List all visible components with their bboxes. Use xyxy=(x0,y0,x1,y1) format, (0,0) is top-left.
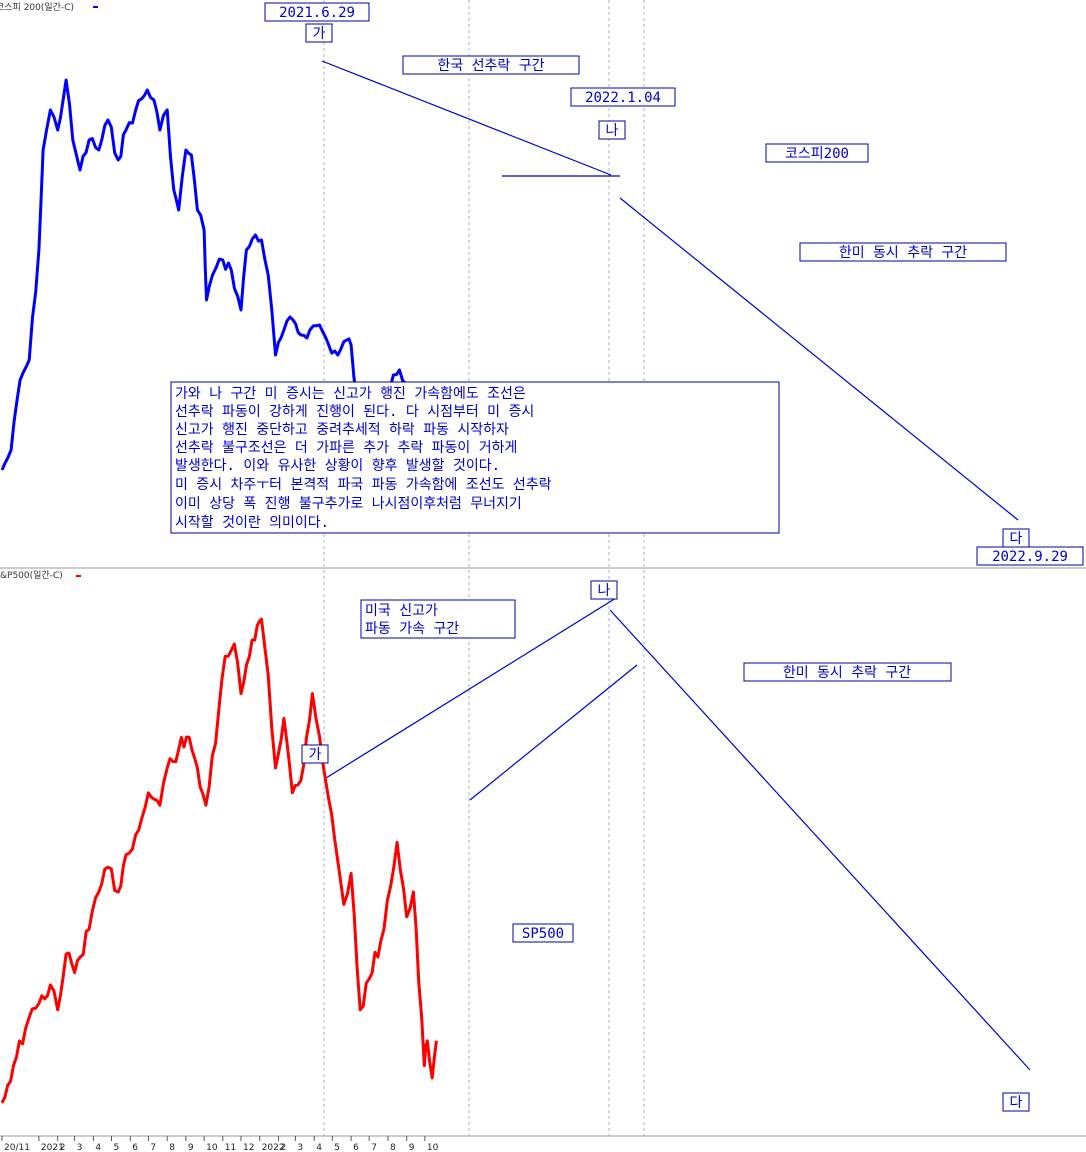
note-line-8: 시작할 것이란 의미이다. xyxy=(175,515,329,531)
x-tick-label: 2 xyxy=(281,1143,287,1152)
sp500-name-box xyxy=(512,923,574,943)
korea-lead-label: 한국 선추락 구간 xyxy=(437,58,544,74)
trendlines xyxy=(321,60,1031,1071)
na-bottom-box xyxy=(590,580,618,600)
us-high-line-1: 미국 신고가 xyxy=(365,603,438,619)
x-tick-label: 8 xyxy=(390,1143,396,1152)
ga-top: 가 xyxy=(313,26,326,42)
da-bottom: 다 xyxy=(1010,1095,1023,1111)
x-tick-label: 7 xyxy=(371,1143,377,1152)
kospi-trend-na-da xyxy=(619,197,1019,521)
kospi-name-box xyxy=(765,143,869,163)
x-tick-label: 8 xyxy=(169,1143,175,1152)
joint-top-label: 한미 동시 추락 구간 xyxy=(839,245,967,261)
annotations-top: 2021.6.29 가 한국 선추락 구간 2022.1.04 나 코스피200… xyxy=(264,2,1084,566)
da-bottom-box xyxy=(1002,1092,1030,1112)
x-tick-label: 4 xyxy=(316,1143,322,1152)
note-line-6: 미 증시 차주ㅜ터 본격적 파국 파동 가속함에 조선도 선추락 xyxy=(175,477,552,493)
commentary-note: 가와 나 구간 미 증시는 신고가 행진 가속함에도 조선은 선추락 파동이 강… xyxy=(170,381,780,534)
sp500-line xyxy=(0,617,438,1104)
x-tick-label: 5 xyxy=(334,1143,340,1152)
x-tick-label: 3 xyxy=(77,1143,83,1152)
kospi-trend-ga-na xyxy=(321,60,612,176)
joint-bottom-label: 한미 동시 추락 구간 xyxy=(783,665,911,681)
x-tick-label: 10 xyxy=(427,1143,439,1152)
date-da: 2022.9.29 xyxy=(992,549,1068,565)
na-bottom: 나 xyxy=(598,583,611,599)
us-high-line-2: 파동 가속 구간 xyxy=(365,621,459,637)
kospi-header-marker xyxy=(93,6,98,8)
x-tick-label: 6 xyxy=(132,1143,138,1152)
x-tick-label: 2022 xyxy=(262,1143,285,1152)
ga-bottom-box xyxy=(301,744,329,764)
note-line-2: 선추락 파동이 강하게 진행이 된다. 다 시점부터 미 증시 xyxy=(175,404,534,420)
x-tick-label: 2 xyxy=(60,1143,66,1152)
note-line-5: 발생한다. 이와 유사한 상황이 향후 발생할 것이다. xyxy=(175,458,500,474)
note-line-4: 선추락 불구조선은 더 가파른 추가 추락 파동이 거하게 xyxy=(175,440,517,456)
sp500-header: &P500(일간-C) xyxy=(0,570,63,581)
da-top: 다 xyxy=(1010,531,1023,547)
x-tick-label: 9 xyxy=(188,1143,194,1152)
x-tick-label: 12 xyxy=(243,1143,254,1152)
x-tick-label: 20/11 xyxy=(4,1143,30,1152)
ga-bottom: 가 xyxy=(309,747,322,763)
annotations-bottom: 나 미국 신고가 파동 가속 구간 한미 동시 추락 구간 가 SP500 다 xyxy=(301,580,1030,1112)
sp500-name: SP500 xyxy=(522,926,564,942)
x-tick-label: 4 xyxy=(95,1143,101,1152)
x-tick-label: 7 xyxy=(150,1143,156,1152)
korea-lead-box xyxy=(402,55,580,75)
joint-top-box xyxy=(799,242,1007,262)
date-da-box xyxy=(976,546,1084,566)
sp500-lower-channel xyxy=(469,664,638,801)
date-na-box xyxy=(570,87,676,107)
na-top: 나 xyxy=(606,123,619,139)
kospi-header: 코스피 200(일간-C) xyxy=(0,2,74,13)
date-na: 2022.1.04 xyxy=(585,90,661,106)
commentary-box xyxy=(170,381,780,534)
joint-bottom-box xyxy=(743,662,952,682)
us-high-box xyxy=(360,599,516,639)
x-tick-label: 5 xyxy=(114,1143,120,1152)
note-line-3: 신고가 행진 중단하고 중려추세적 하락 파동 시작하자 xyxy=(175,422,509,438)
sp500-upper-channel xyxy=(325,597,617,779)
kospi-name: 코스피200 xyxy=(785,146,849,162)
x-tick-label: 3 xyxy=(297,1143,303,1152)
sp500-trend-na-da xyxy=(609,609,1031,1071)
date-ga-box xyxy=(264,2,370,22)
note-line-1: 가와 나 구간 미 증시는 신고가 행진 가속함에도 조선은 xyxy=(175,386,526,402)
na-top-box xyxy=(598,120,626,140)
x-tick-label: 2021 xyxy=(41,1143,64,1152)
ga-top-box xyxy=(305,23,333,43)
x-tick-label: 9 xyxy=(409,1143,415,1152)
note-line-7: 이미 상당 폭 진행 불구추가로 나시점이후처럼 무너지기 xyxy=(175,496,522,512)
x-tick-label: 11 xyxy=(225,1143,236,1152)
x-tick-label: 6 xyxy=(353,1143,359,1152)
x-tick-label: 10 xyxy=(206,1143,218,1152)
sp500-header-marker xyxy=(76,575,81,577)
date-ga: 2021.6.29 xyxy=(279,5,355,21)
